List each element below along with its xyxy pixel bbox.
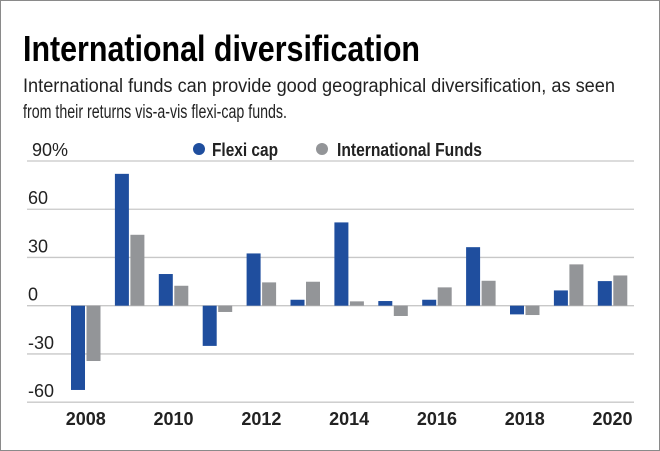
bar-flexi-cap-2017	[466, 247, 481, 306]
chart-title: International diversification	[23, 28, 420, 69]
bar-flexi-cap-2012	[246, 253, 261, 306]
bar-international-funds-2019	[569, 264, 584, 306]
legend-label-international-funds: International Funds	[337, 140, 482, 160]
x-tick-label: 2020	[593, 409, 633, 429]
legend: Flexi cap International Funds	[193, 140, 482, 160]
y-tick-label: -60	[28, 381, 54, 401]
x-tick-label: 2016	[417, 409, 457, 429]
bar-flexi-cap-2010	[158, 274, 173, 306]
bar-international-funds-2010	[174, 285, 189, 306]
bar-international-funds-2018	[525, 305, 540, 316]
x-tick-label: 2010	[154, 409, 194, 429]
bar-flexi-cap-2008	[71, 305, 85, 390]
bar-flexi-cap-2013	[290, 299, 305, 306]
bar-international-funds-2016	[437, 287, 452, 306]
bar-flexi-cap-2009	[114, 173, 129, 306]
bar-international-funds-2015	[393, 305, 408, 316]
bar-flexi-cap-2011	[202, 305, 217, 346]
legend-marker-international-funds	[316, 143, 328, 155]
bar-flexi-cap-2019	[553, 290, 568, 306]
chart-subtitle-line-1: International funds can provide good geo…	[23, 76, 615, 97]
bar-flexi-cap-2020	[597, 281, 612, 306]
x-tick-label: 2012	[241, 409, 281, 429]
bar-international-funds-2013	[306, 281, 320, 306]
y-tick-label: 0	[28, 285, 38, 305]
legend-label-flexi-cap: Flexi cap	[212, 140, 278, 160]
bar-international-funds-2009	[130, 234, 145, 306]
bar-international-funds-2011	[218, 305, 233, 312]
bar-international-funds-2008	[86, 305, 101, 362]
x-tick-label: 2014	[329, 409, 369, 429]
y-tick-label: 60	[28, 188, 48, 208]
bar-international-funds-2014	[349, 301, 364, 306]
y-tick-label: -30	[28, 333, 54, 353]
bar-international-funds-2020	[613, 275, 628, 306]
bar-flexi-cap-2014	[334, 222, 349, 306]
y-tick-label: 30	[28, 236, 48, 256]
x-tick-label: 2018	[505, 409, 545, 429]
bar-international-funds-2012	[262, 282, 277, 306]
chart-subtitle-line-2: from their returns vis-a-vis flexi-cap f…	[23, 102, 287, 123]
x-tick-label: 2008	[66, 409, 106, 429]
bar-flexi-cap-2018	[510, 305, 524, 315]
bar-flexi-cap-2015	[378, 301, 393, 306]
bar-international-funds-2017	[481, 280, 496, 306]
y-tick-label: 90%	[32, 140, 68, 160]
bar-flexi-cap-2016	[422, 299, 437, 306]
legend-marker-flexi-cap	[193, 143, 205, 155]
